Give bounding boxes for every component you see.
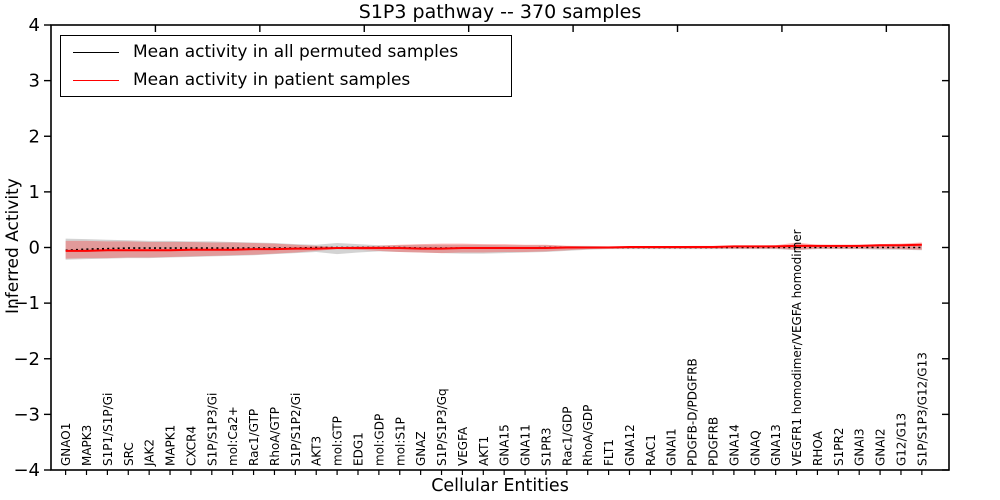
x-tick-label: RAC1	[644, 434, 658, 466]
x-tick-label: JAK2	[143, 439, 157, 467]
x-tick-label: SRC	[122, 442, 136, 466]
x-tick-label: Rac1/GDP	[560, 407, 574, 466]
y-tick-label: −1	[13, 293, 40, 314]
x-tick-label: PDGFB-D/PDGFRB	[686, 358, 700, 466]
x-axis-label: Cellular Entities	[431, 476, 569, 496]
x-tick-label: GNAZ	[414, 431, 428, 466]
y-tick-label: 3	[29, 71, 40, 92]
x-tick-label: G12/G13	[894, 413, 908, 466]
y-tick-label: 0	[29, 238, 40, 259]
patient-samples-band	[65, 240, 922, 259]
x-tick-label: S1P/S1P3/Gi	[205, 393, 219, 466]
legend-item-permuted: Mean activity in all permuted samples	[73, 41, 511, 63]
x-tick-label: mol:S1P	[393, 417, 407, 466]
x-tick-label: GNAO1	[59, 423, 73, 466]
x-tick-label: RhoA/GDP	[581, 405, 595, 466]
legend: Mean activity in all permuted samples Me…	[60, 35, 512, 97]
x-tick-label: S1P/S1P2/Gi	[289, 393, 303, 466]
x-tick-label: RHOA	[811, 430, 825, 466]
legend-label-patient: Mean activity in patient samples	[133, 70, 411, 90]
y-tick-label: 2	[29, 126, 40, 147]
x-tick-label: AKT1	[477, 436, 491, 466]
x-tick-label: GNAI3	[853, 428, 867, 466]
x-tick-label: GNAI1	[665, 428, 679, 466]
x-tick-label: AKT3	[310, 436, 324, 466]
x-tick-label: GNA12	[623, 424, 637, 466]
x-tick-label: GNA11	[519, 424, 533, 466]
y-tick-label: 1	[29, 182, 40, 203]
x-tick-label: S1P/S1P3/Gq	[435, 388, 449, 466]
x-tick-label: VEGFR1 homodimer/VEGFA homodimer	[790, 229, 804, 466]
legend-item-patient: Mean activity in patient samples	[73, 69, 511, 91]
x-tick-label: mol:Ca2+	[226, 406, 240, 466]
x-tick-label: GNA14	[727, 424, 741, 466]
x-tick-label: S1PR2	[832, 428, 846, 466]
x-tick-label: MAPK1	[164, 425, 178, 466]
permuted-line-swatch	[73, 51, 119, 53]
patient-line-swatch	[73, 79, 119, 81]
x-tick-label: CXCR4	[184, 426, 198, 466]
x-tick-label: PDGFRB	[707, 417, 721, 466]
x-tick-label: S1P1/S1P/Gi	[101, 393, 115, 466]
x-tick-label: EDG1	[351, 432, 365, 466]
x-tick-label: GNAI2	[874, 428, 888, 466]
y-tick-label: −2	[13, 349, 40, 370]
y-tick-label: 4	[29, 15, 40, 36]
x-tick-label: mol:GDP	[372, 414, 386, 466]
x-tick-label: S1P/S1P3/G12/G13	[915, 352, 929, 466]
x-tick-label: GNA15	[498, 424, 512, 466]
chart-title: S1P3 pathway -- 370 samples	[358, 1, 642, 23]
x-tick-label: MAPK3	[80, 425, 94, 466]
legend-label-permuted: Mean activity in all permuted samples	[133, 42, 459, 62]
x-tick-label: FLT1	[602, 439, 616, 466]
x-tick-label: Rac1/GTP	[247, 409, 261, 466]
y-tick-label: −4	[13, 460, 40, 481]
y-tick-label: −3	[13, 404, 40, 425]
x-tick-label: GNA13	[769, 424, 783, 466]
series-line-patient	[65, 243, 922, 252]
y-axis-label: Inferred Activity	[3, 178, 23, 314]
permuted-samples-band	[65, 238, 922, 260]
x-tick-label: RhoA/GTP	[268, 407, 282, 466]
x-tick-label: VEGFA	[456, 426, 470, 466]
x-tick-label: S1PR3	[539, 428, 553, 466]
x-tick-label: mol:GTP	[331, 416, 345, 466]
x-tick-label: GNAQ	[748, 430, 762, 466]
